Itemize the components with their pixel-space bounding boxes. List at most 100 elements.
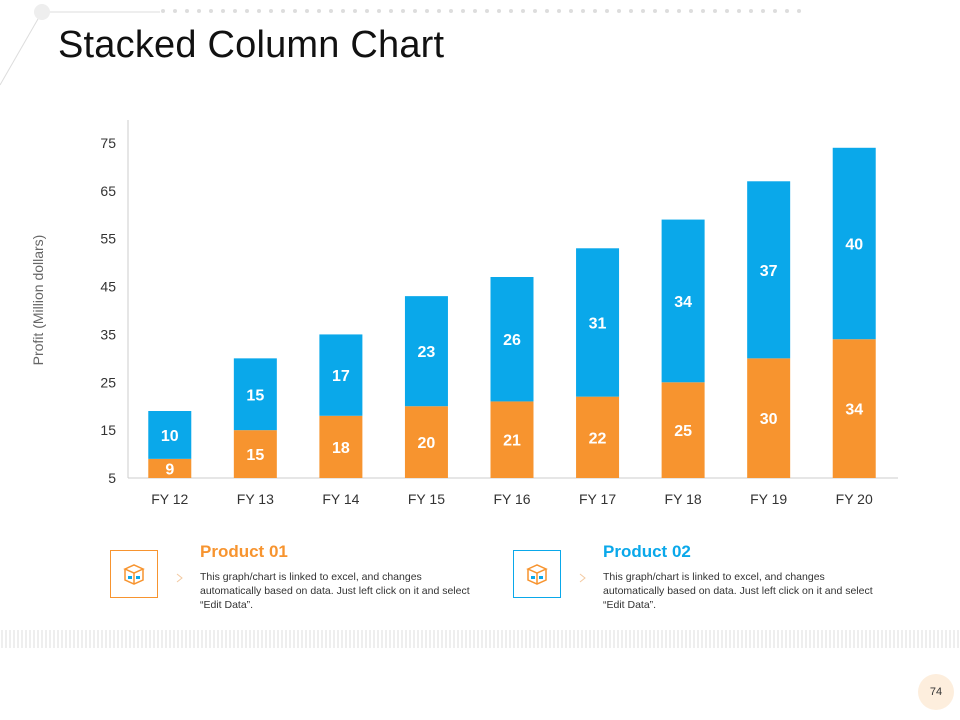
product-02-icon-frame xyxy=(513,550,561,598)
bar-data-label: 10 xyxy=(161,428,179,445)
decorative-dot xyxy=(557,9,561,13)
bar-data-label: 26 xyxy=(503,332,521,349)
y-tick-label: 5 xyxy=(108,470,116,486)
decorative-dot xyxy=(413,9,417,13)
product-01-icon-frame xyxy=(110,550,158,598)
bar-data-label: 40 xyxy=(845,237,863,254)
bar-product-01 xyxy=(832,339,876,478)
decorative-dot xyxy=(305,9,309,13)
bar-product-02 xyxy=(319,334,363,416)
stacked-column-chart: 5 15 25 35 45 55 65 75 9 10 FY 12 15 15 FY 13 18 17 FY 1… xyxy=(100,120,898,507)
legend-title-product-02: Product 02 xyxy=(603,542,691,561)
box-icon xyxy=(526,564,548,585)
x-tick-label: FY 12 xyxy=(151,491,188,507)
bar-product-02 xyxy=(490,277,534,402)
x-tick-label: FY 16 xyxy=(493,491,530,507)
decorative-dot xyxy=(569,9,573,13)
decorative-dot xyxy=(341,9,345,13)
bar-data-label: 21 xyxy=(503,433,521,450)
decorative-dot xyxy=(737,9,741,13)
legend-card-product-02: Product 02 This graph/chart is linked to… xyxy=(513,540,873,620)
x-tick-label: FY 19 xyxy=(750,491,787,507)
page-number: 74 xyxy=(918,674,954,710)
bar-product-01 xyxy=(747,358,791,478)
decorative-dot xyxy=(641,9,645,13)
bar-data-label: 31 xyxy=(589,315,607,332)
y-tick-label: 35 xyxy=(100,326,116,342)
bar-data-label: 18 xyxy=(332,440,350,457)
decorative-dot xyxy=(221,9,225,13)
decorative-dot xyxy=(617,9,621,13)
decorative-dot xyxy=(521,9,525,13)
decorative-dot xyxy=(353,9,357,13)
decorative-dot xyxy=(365,9,369,13)
bar-product-02 xyxy=(832,147,876,340)
bar-data-label: 9 xyxy=(165,461,174,478)
decorative-dot xyxy=(629,9,633,13)
decorative-dot xyxy=(665,9,669,13)
decorative-dot xyxy=(437,9,441,13)
decorative-dot xyxy=(161,9,165,13)
decorative-dot xyxy=(689,9,693,13)
legend-card-product-01: Product 01 This graph/chart is linked to… xyxy=(110,540,470,620)
decorative-dot xyxy=(653,9,657,13)
decorative-dot-strip xyxy=(161,9,801,13)
bar-product-02 xyxy=(148,411,192,459)
y-tick-label: 25 xyxy=(100,374,116,390)
decorative-dot xyxy=(233,9,237,13)
chevron-right-icon xyxy=(176,573,183,583)
bar-product-01 xyxy=(233,430,277,478)
x-tick-label: FY 20 xyxy=(836,491,873,507)
bar-data-label: 17 xyxy=(332,368,350,385)
decorative-dot xyxy=(281,9,285,13)
decorative-dot xyxy=(713,9,717,13)
bar-data-label: 22 xyxy=(589,430,607,447)
y-tick-label: 65 xyxy=(100,183,116,199)
decorative-dot xyxy=(209,9,213,13)
decorative-dot xyxy=(173,9,177,13)
bar-product-02 xyxy=(233,358,277,431)
legend-description-product-01: This graph/chart is linked to excel, and… xyxy=(200,571,470,611)
decorative-dot xyxy=(461,9,465,13)
box-icon xyxy=(123,564,145,585)
bar-product-01 xyxy=(148,458,192,478)
decorative-dot xyxy=(377,9,381,13)
decorative-dot xyxy=(293,9,297,13)
x-tick-label: FY 18 xyxy=(665,491,702,507)
bar-product-01 xyxy=(490,401,534,478)
decorative-dot xyxy=(761,9,765,13)
bar-data-label: 30 xyxy=(760,411,778,428)
y-tick-label: 55 xyxy=(100,231,116,247)
x-tick-label: FY 15 xyxy=(408,491,445,507)
decorative-dot xyxy=(545,9,549,13)
bar-data-label: 34 xyxy=(845,402,863,419)
decorative-dot xyxy=(725,9,729,13)
decorative-dot xyxy=(185,9,189,13)
bar-product-01 xyxy=(661,382,705,478)
decorative-dot xyxy=(485,9,489,13)
decorative-dot xyxy=(509,9,513,13)
decorative-dot xyxy=(533,9,537,13)
y-tick-label: 45 xyxy=(100,279,116,295)
decorative-dot xyxy=(593,9,597,13)
decorative-dot xyxy=(245,9,249,13)
x-tick-label: FY 17 xyxy=(579,491,616,507)
decorative-dot xyxy=(329,9,333,13)
decorative-dot xyxy=(401,9,405,13)
decorative-dot xyxy=(317,9,321,13)
decorative-dot xyxy=(269,9,273,13)
bar-product-02 xyxy=(747,181,791,359)
decorative-dot xyxy=(449,9,453,13)
decorative-dot xyxy=(581,9,585,13)
bar-data-label: 15 xyxy=(246,447,264,464)
bar-product-01 xyxy=(404,406,448,478)
bar-data-label: 15 xyxy=(246,387,264,404)
decorative-dot xyxy=(785,9,789,13)
decorative-dot xyxy=(197,9,201,13)
x-tick-label: FY 14 xyxy=(322,491,359,507)
bar-product-01 xyxy=(576,396,620,478)
bar-product-02 xyxy=(576,248,620,397)
y-tick-label: 15 xyxy=(100,422,116,438)
legend-description-product-02: This graph/chart is linked to excel, and… xyxy=(603,571,873,611)
decorative-dot xyxy=(425,9,429,13)
